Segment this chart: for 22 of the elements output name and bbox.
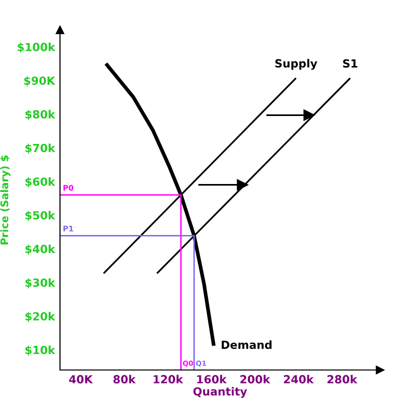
x-axis-title: Quantity	[193, 387, 248, 398]
y-tick-label: $20k	[25, 312, 56, 322]
y-tick-label: $80k	[25, 110, 56, 120]
y-tick-label: $30k	[25, 278, 56, 288]
y-axis-title: Price (Salary) $	[0, 155, 10, 244]
y-tick-label: $60k	[25, 177, 56, 188]
series-label: S1	[343, 59, 358, 68]
y-tick-label: $90K	[24, 76, 56, 86]
x-tick-label: 280k	[327, 374, 358, 384]
x-tick-label: 40K	[69, 375, 94, 384]
x-tick-label: 80k	[113, 374, 136, 384]
y-tick-label: $70k	[25, 144, 56, 154]
series-label: Demand	[222, 340, 272, 349]
y-tick-label: $100k	[18, 42, 56, 53]
x-tick-label: 200k	[240, 374, 270, 384]
y-tick-label: $50k	[25, 210, 56, 222]
series-label: Supply	[275, 58, 318, 70]
x-tick-label: 120k	[154, 374, 184, 384]
x-tick-label: 240k	[284, 374, 314, 384]
y-tick-label: $10k	[25, 346, 56, 356]
y-tick-label: $40k	[25, 244, 56, 255]
x-tick-label: 160k	[197, 374, 227, 384]
